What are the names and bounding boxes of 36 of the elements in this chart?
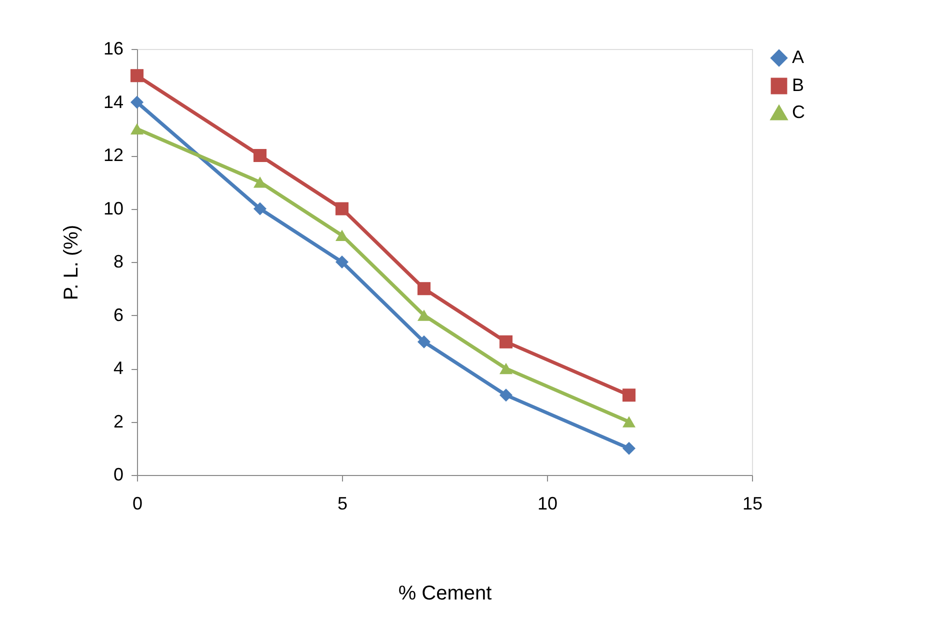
y-tick-label: 10 bbox=[103, 198, 124, 218]
point bbox=[499, 335, 513, 348]
x-tick-label: 5 bbox=[337, 494, 348, 514]
point bbox=[335, 255, 349, 269]
point bbox=[253, 176, 267, 188]
point bbox=[253, 202, 267, 216]
legend-label: A bbox=[792, 47, 804, 67]
y-tick-label: 4 bbox=[113, 358, 124, 378]
x-tick-label: 0 bbox=[132, 494, 143, 514]
point bbox=[417, 335, 431, 348]
point bbox=[499, 388, 513, 402]
point bbox=[335, 230, 349, 242]
y-axis-title: P. L. (%) bbox=[60, 224, 82, 300]
point bbox=[130, 123, 144, 135]
y-tick-label: 14 bbox=[103, 92, 124, 112]
point bbox=[335, 202, 349, 216]
x-tick-label: 15 bbox=[742, 494, 763, 514]
point bbox=[253, 148, 267, 162]
y-tick-label: 6 bbox=[113, 304, 124, 325]
y-tick-label: 12 bbox=[103, 145, 124, 165]
point bbox=[417, 282, 431, 296]
x-tick-label: 10 bbox=[537, 494, 558, 514]
legend-label: C bbox=[792, 102, 805, 122]
y-tick-label: 8 bbox=[113, 252, 124, 272]
legend-label: B bbox=[792, 75, 804, 95]
point bbox=[130, 69, 144, 82]
point bbox=[622, 388, 636, 402]
x-axis-title: % Cement bbox=[398, 582, 492, 604]
y-tick-label: 16 bbox=[103, 38, 124, 58]
point bbox=[417, 310, 431, 321]
point bbox=[622, 442, 636, 455]
point bbox=[499, 362, 513, 374]
point bbox=[622, 416, 636, 428]
y-tick-label: 2 bbox=[113, 411, 124, 432]
y-tick-label: 0 bbox=[113, 464, 124, 484]
point bbox=[130, 96, 144, 109]
